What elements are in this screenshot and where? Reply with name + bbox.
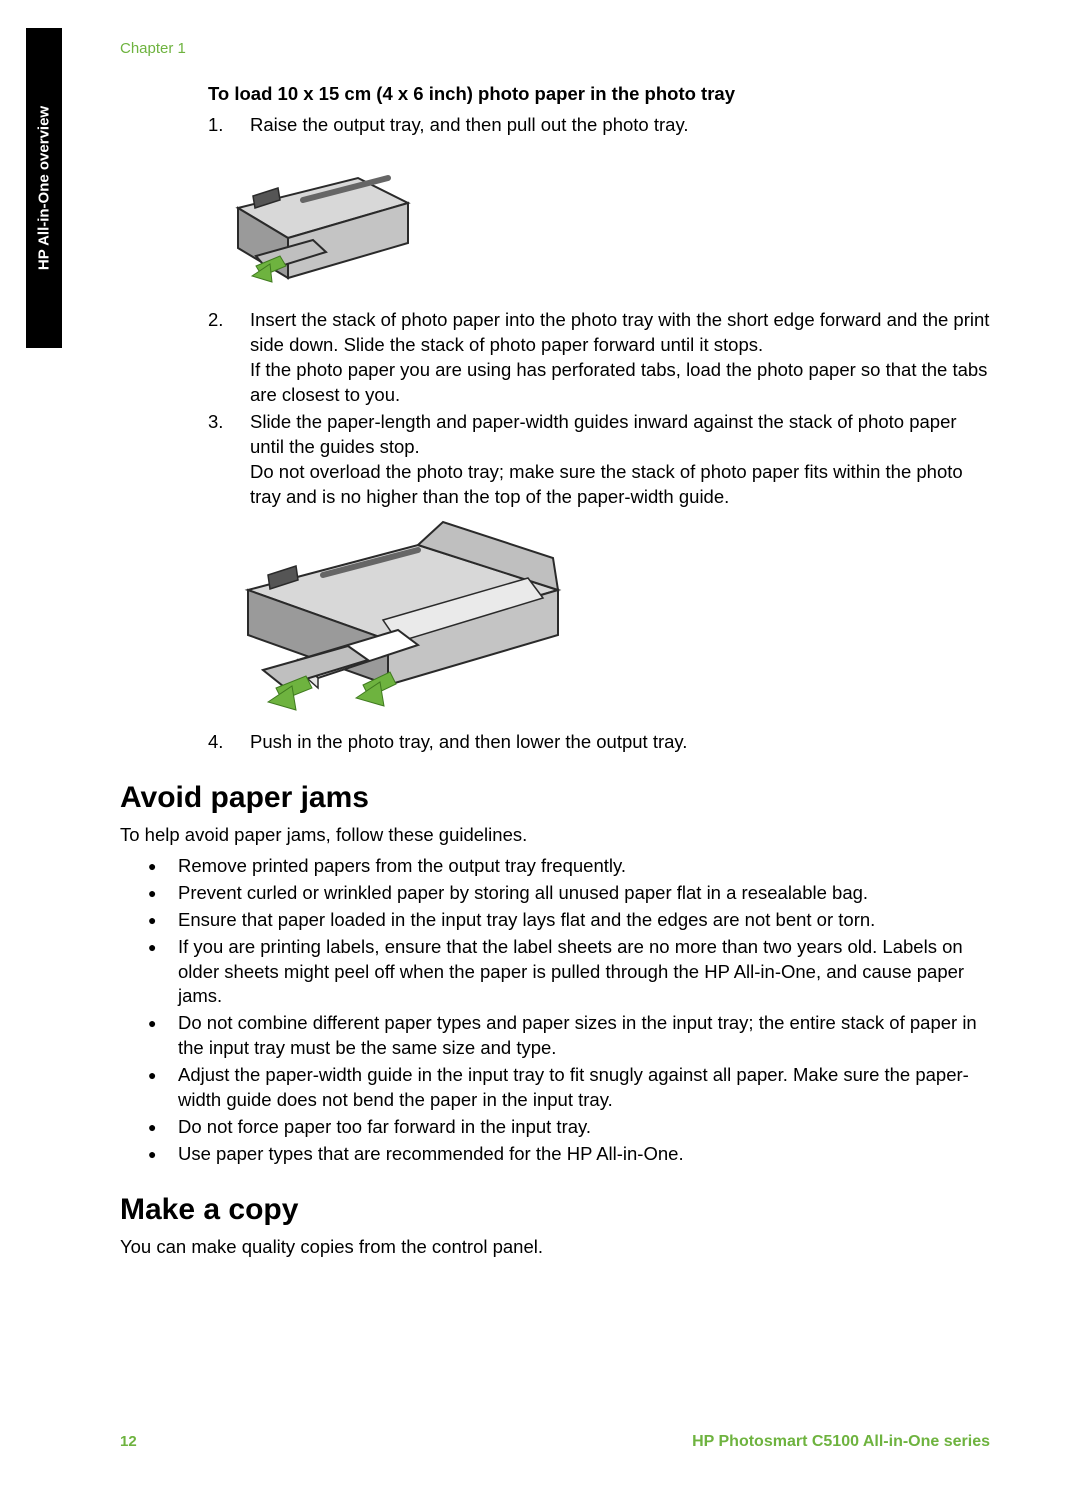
page-number: 12 [120, 1433, 137, 1450]
list-item: 1. Raise the output tray, and then pull … [208, 113, 990, 138]
list-item: Use paper types that are recommended for… [148, 1142, 990, 1167]
footer-title: HP Photosmart C5100 All-in-One series [692, 1433, 990, 1451]
chapter-label: Chapter 1 [120, 40, 186, 57]
copy-heading: Make a copy [120, 1193, 990, 1227]
list-item: Prevent curled or wrinkled paper by stor… [148, 881, 990, 906]
printer-illustration-2-icon [208, 520, 568, 720]
step-text: Raise the output tray, and then pull out… [250, 114, 688, 135]
avoid-intro: To help avoid paper jams, follow these g… [120, 823, 990, 848]
list-item: If you are printing labels, ensure that … [148, 935, 990, 1010]
list-item: Do not force paper too far forward in th… [148, 1115, 990, 1140]
page-content: To load 10 x 15 cm (4 x 6 inch) photo pa… [120, 82, 990, 1266]
side-tab-label: HP All-in-One overview [36, 106, 53, 270]
printer-illustration-1-icon [208, 148, 418, 298]
list-item: Do not combine different paper types and… [148, 1011, 990, 1061]
instruction-list-mid: 2. Insert the stack of photo paper into … [208, 308, 990, 510]
avoid-bullets: Remove printed papers from the output tr… [148, 854, 990, 1168]
page-footer: 12 HP Photosmart C5100 All-in-One series [120, 1433, 990, 1451]
list-item: Adjust the paper-width guide in the inpu… [148, 1063, 990, 1113]
instruction-list-top: 1. Raise the output tray, and then pull … [208, 113, 990, 138]
list-item: Ensure that paper loaded in the input tr… [148, 908, 990, 933]
copy-intro: You can make quality copies from the con… [120, 1235, 990, 1260]
side-tab: HP All-in-One overview [26, 28, 62, 348]
step-text: Slide the paper-length and paper-width g… [250, 411, 957, 457]
figure-2 [208, 520, 990, 720]
figure-1 [208, 148, 990, 298]
step-text: Push in the photo tray, and then lower t… [250, 731, 687, 752]
list-item: 4. Push in the photo tray, and then lowe… [208, 730, 990, 755]
step-text: Insert the stack of photo paper into the… [250, 309, 989, 355]
list-item: 2. Insert the stack of photo paper into … [208, 308, 990, 408]
instruction-list-bottom: 4. Push in the photo tray, and then lowe… [208, 730, 990, 755]
list-item: 3. Slide the paper-length and paper-widt… [208, 410, 990, 510]
step-number: 2. [208, 308, 223, 333]
step-text: Do not overload the photo tray; make sur… [250, 461, 963, 507]
list-item: Remove printed papers from the output tr… [148, 854, 990, 879]
instruction-title: To load 10 x 15 cm (4 x 6 inch) photo pa… [208, 82, 990, 107]
step-number: 3. [208, 410, 223, 435]
step-text: If the photo paper you are using has per… [250, 359, 987, 405]
step-number: 1. [208, 113, 223, 138]
avoid-heading: Avoid paper jams [120, 781, 990, 815]
step-number: 4. [208, 730, 223, 755]
